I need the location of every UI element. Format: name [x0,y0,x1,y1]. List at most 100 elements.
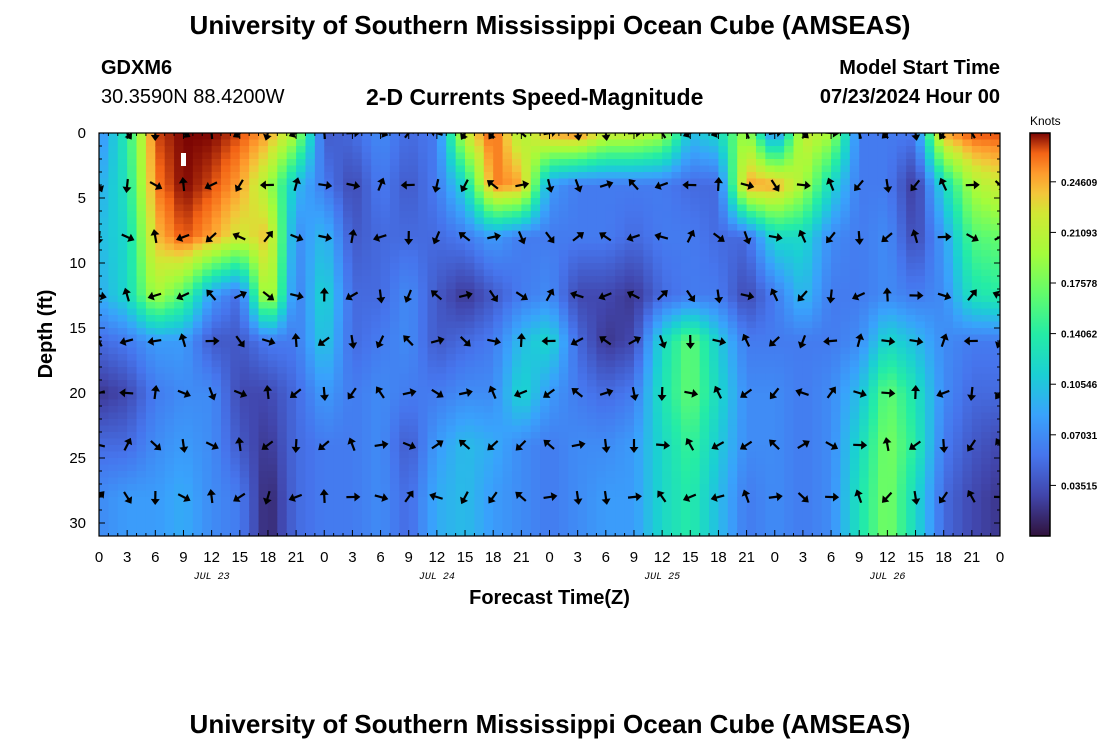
heatmap-cell [296,334,307,342]
heatmap-cell [690,321,701,329]
heatmap-cell [380,230,391,238]
heatmap-cell [314,347,325,355]
heatmap-cell [343,328,354,336]
heatmap-cell [521,328,532,336]
heatmap-cell [296,354,307,362]
heatmap-cell [521,529,532,536]
heatmap-cell [258,172,269,180]
heatmap-cell [380,360,391,368]
heatmap-cell [624,497,635,505]
heatmap-cell [371,133,382,141]
heatmap-cell [812,458,823,466]
heatmap-cell [812,276,823,284]
heatmap-cell [108,503,119,511]
heatmap-cell [502,263,513,271]
heatmap-cell [192,308,203,316]
heatmap-cell [371,334,382,342]
heatmap-cell [117,334,128,342]
heatmap-cell [821,419,832,427]
heatmap-cell [709,315,720,323]
heatmap-cell [380,152,391,160]
heatmap-cell [784,146,795,154]
heatmap-cell [361,191,372,199]
heatmap-cell [211,250,222,258]
heatmap-cell [305,263,316,271]
model-start-label: Model Start Time [839,57,1000,79]
heatmap-cell [549,269,560,277]
heatmap-cell [202,386,213,394]
heatmap-cell [699,419,710,427]
heatmap-cell [399,217,410,225]
heatmap-cell [662,172,673,180]
heatmap-cell [849,321,860,329]
heatmap-cell [474,146,485,154]
heatmap-cell [286,406,297,414]
heatmap-cell [145,224,156,232]
heatmap-cell [746,295,757,303]
heatmap-cell [465,282,476,290]
heatmap-cell [380,191,391,199]
heatmap-cell [624,419,635,427]
heatmap-cell [680,315,691,323]
heatmap-cell [455,510,466,518]
heatmap-cell [690,503,701,511]
heatmap-cell [455,425,466,433]
heatmap-cell [680,139,691,147]
heatmap-cell [652,263,663,271]
heatmap-cell [267,250,278,258]
heatmap-cell [502,516,513,524]
heatmap-cell [361,263,372,271]
heatmap-cell [361,315,372,323]
heatmap-cell [164,393,175,401]
heatmap-cell [577,516,588,524]
heatmap-cell [249,315,260,323]
heatmap-cell [605,185,616,193]
heatmap-cell [230,516,241,524]
heatmap-cell [343,250,354,258]
heatmap-cell [436,315,447,323]
heatmap-cell [343,256,354,264]
heatmap-cell [333,256,344,264]
heatmap-cell [690,334,701,342]
heatmap-cell [483,269,494,277]
heatmap-cell [746,490,757,498]
heatmap-cell [549,445,560,453]
heatmap-cell [155,360,166,368]
heatmap-cell [117,165,128,173]
heatmap-cell [540,458,551,466]
heatmap-cell [737,406,748,414]
heatmap-cell [371,367,382,375]
heatmap-cell [258,328,269,336]
heatmap-cell [549,224,560,232]
heatmap-cell [117,295,128,303]
heatmap-cell [108,302,119,310]
heatmap-cell [145,523,156,531]
heatmap-cell [202,328,213,336]
heatmap-cell [605,321,616,329]
heatmap-cell [155,315,166,323]
heatmap-cell [662,211,673,219]
heatmap-cell [793,146,804,154]
heatmap-cell [436,412,447,420]
heatmap-cell [746,146,757,154]
heatmap-cell [737,367,748,375]
heatmap-cell [202,373,213,381]
heatmap-cell [380,263,391,271]
heatmap-cell [502,419,513,427]
heatmap-cell [483,185,494,193]
heatmap-cell [446,406,457,414]
heatmap-cell [802,471,813,479]
heatmap-cell [436,159,447,167]
heatmap-cell [192,380,203,388]
heatmap-cell [774,367,785,375]
heatmap-cell [709,133,720,141]
heatmap-cell [746,237,757,245]
heatmap-cell [737,295,748,303]
heatmap-cell [502,159,513,167]
heatmap-cell [596,367,607,375]
heatmap-cell [821,230,832,238]
heatmap-cell [99,425,109,433]
heatmap-cell [465,373,476,381]
heatmap-cell [267,380,278,388]
heatmap-cell [286,146,297,154]
